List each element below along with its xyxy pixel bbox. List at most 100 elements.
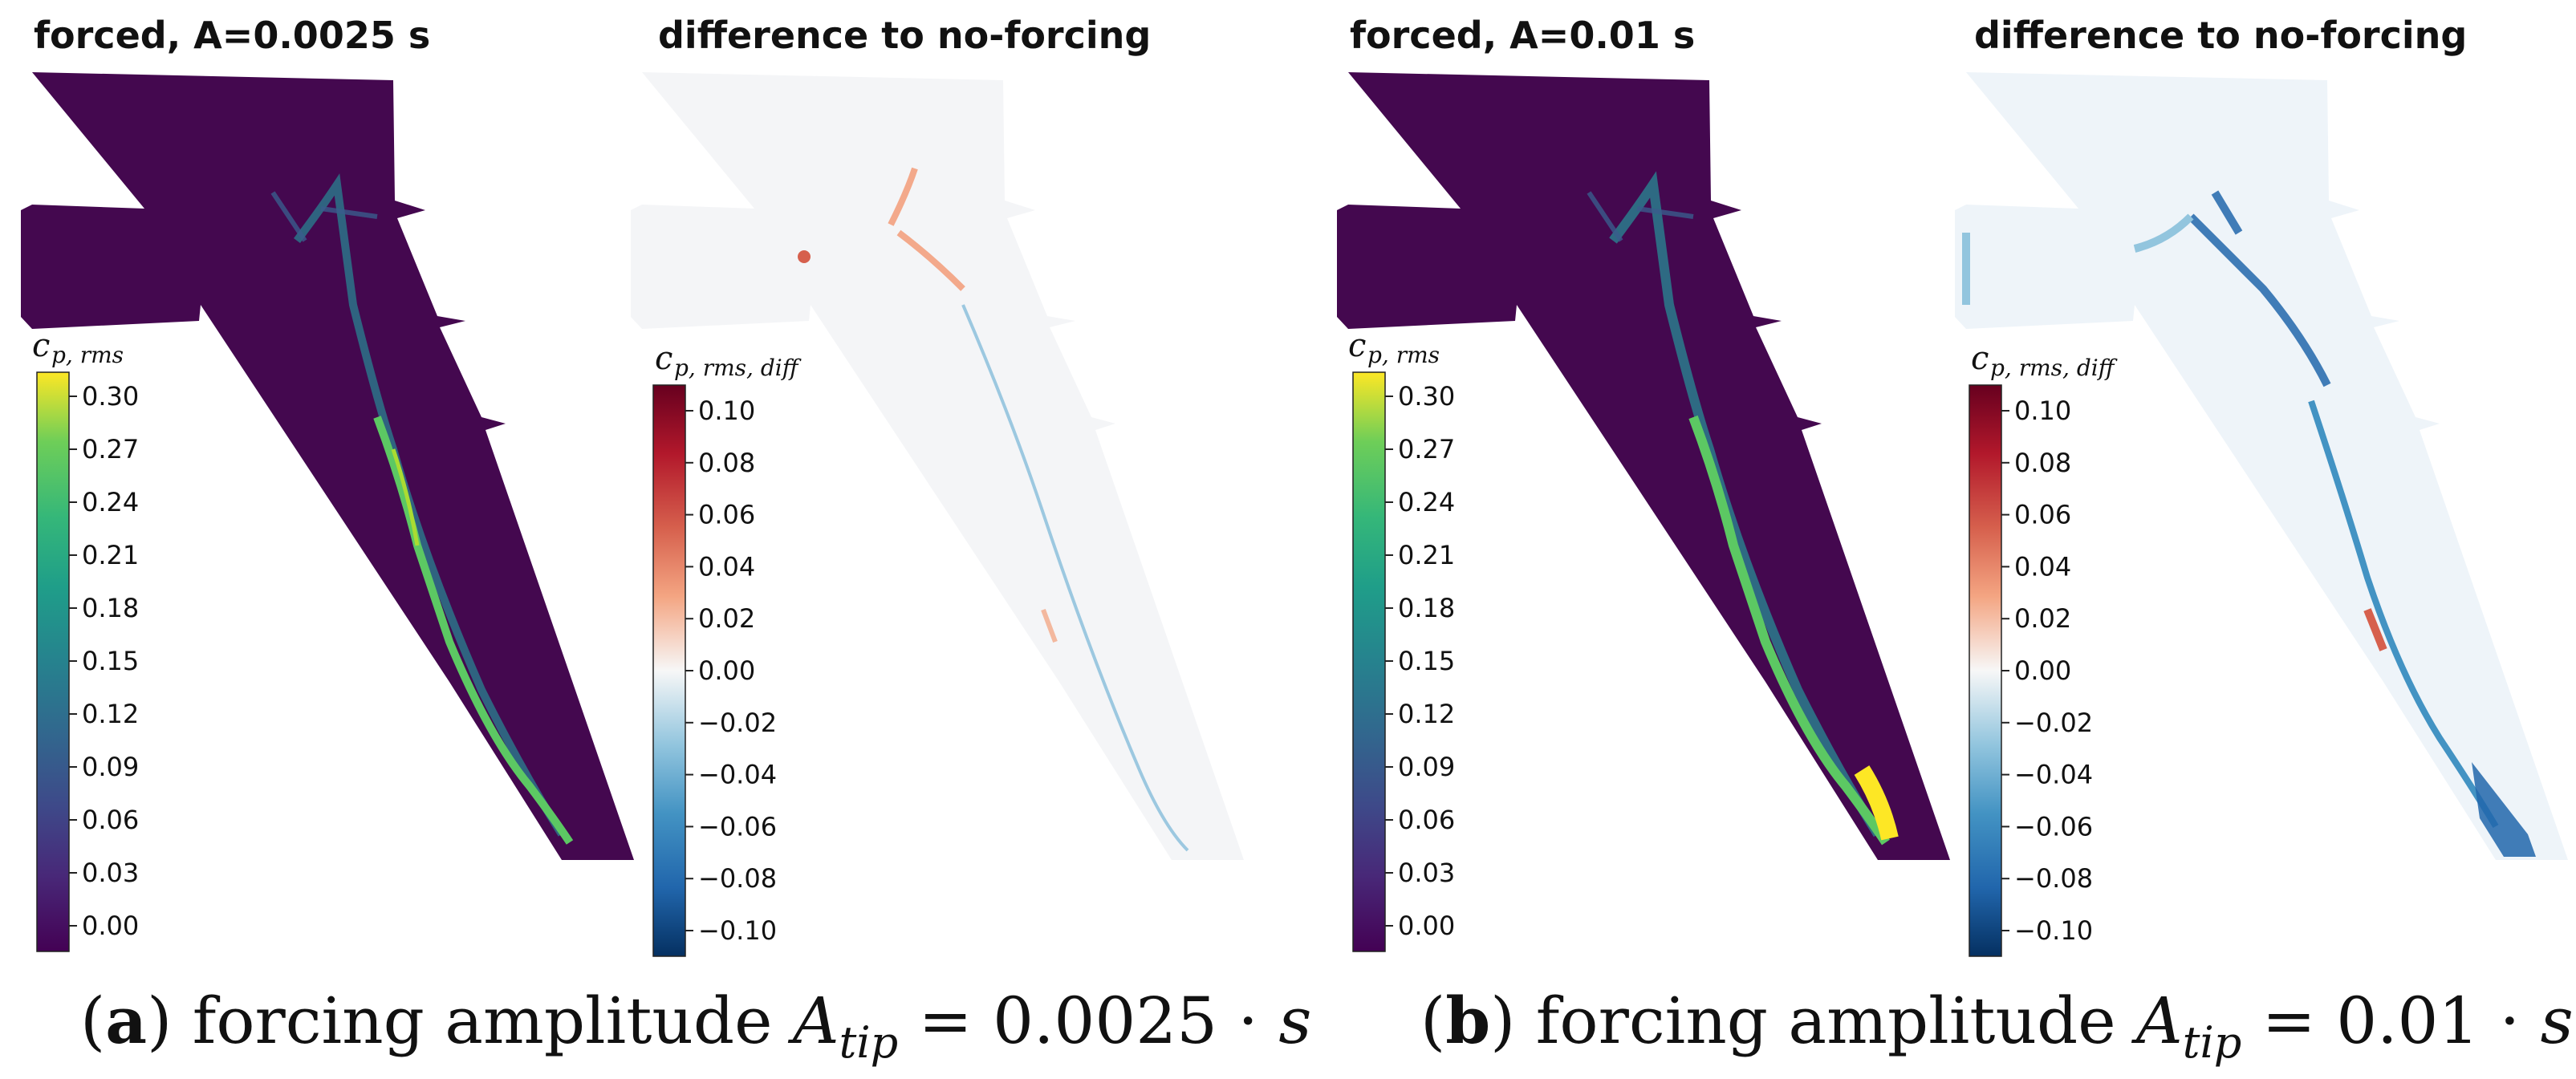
flow-feature (1688, 415, 1890, 846)
diff-plot-title: difference to no-forcing (1974, 14, 2467, 57)
flow-feature (1587, 191, 1694, 242)
diff-wing-plot (631, 72, 1244, 860)
colorbar-tick-label: 0.21 (82, 540, 139, 570)
colorbar-tick-label: 0.00 (1398, 911, 1455, 941)
colorbar-tick-label: 0.15 (82, 646, 139, 676)
caption-value: = 0.0025 · (898, 984, 1278, 1058)
colorbar-label: c (1348, 327, 1366, 364)
flow-feature (961, 304, 1189, 852)
caption-letter: a (105, 983, 147, 1058)
flow-feature (391, 448, 420, 546)
diff-plot-title: difference to no-forcing (658, 14, 1151, 57)
colorbar-tick-label: −0.02 (698, 708, 777, 738)
colorbar-ticks: 0.10 0.08 0.06 0.04 0.02 0.00 −0.02 −0.04 −0.06 −… (2001, 395, 2093, 946)
wing-surface (21, 72, 634, 860)
colorbar-tick-label: 0.30 (82, 381, 139, 412)
flow-feature (2188, 190, 2331, 387)
caption-subscript: tip (2183, 1017, 2242, 1068)
colorbar-label-sub: p, rms, diff (1990, 355, 2118, 381)
diff-colorbar: c p, rms, diff 0.10 0.08 0.06 0.04 0.02 0.00 −… (1969, 340, 2118, 957)
colorbar-scale (1352, 371, 1386, 952)
colorbar-tick-label: 0.12 (82, 699, 139, 729)
colorbar-label: c (1971, 340, 1989, 377)
colorbar-tick-label: −0.06 (2014, 811, 2093, 842)
colorbar-tick-label: 0.03 (82, 858, 139, 888)
colorbar-tick-label: 0.24 (1398, 487, 1455, 517)
flow-feature (270, 191, 378, 242)
colorbar-tick-label: 0.10 (2014, 395, 2071, 426)
colorbar-tick-label: 0.10 (698, 395, 755, 426)
panel-b: forced, A=0.01 s difference to no-forcin… (1337, 14, 2574, 1068)
caption-text: forcing amplitude (1536, 984, 2136, 1058)
caption-var: s (1278, 984, 1311, 1058)
wing-surface (1955, 72, 2568, 860)
colorbar-tick-label: 0.18 (82, 593, 139, 623)
rms-colorbar: c p, rms 0.30 0.27 0.24 0.21 0.18 0.15 0.12 0.0… (32, 327, 139, 952)
rms-wing-plot (1337, 72, 1950, 860)
colorbar-tick-label: 0.12 (1398, 699, 1455, 729)
diff-wing-plot (1955, 72, 2568, 860)
wing-surface (631, 72, 1244, 860)
colorbar-ticks: 0.30 0.27 0.24 0.21 0.18 0.15 0.12 0.09 0.06 0.03… (69, 381, 139, 941)
colorbar-tick-label: 0.06 (698, 500, 755, 530)
flow-feature (1041, 608, 1058, 643)
rms-colorbar: c p, rms 0.30 0.27 0.24 0.21 0.18 0.15 0.12 0.0… (1348, 327, 1455, 952)
colorbar-tick-label: −0.10 (2014, 915, 2093, 946)
diff-colorbar: c p, rms, diff 0.10 0.08 0.06 0.04 0.02 0.00 −… (652, 340, 802, 957)
panel-a: forced, A=0.0025 s difference to no-forc… (21, 14, 1311, 1068)
colorbar-ticks: 0.10 0.08 0.06 0.04 0.02 0.00 −0.02 −0.04 −0.06 −… (685, 395, 777, 946)
colorbar-scale (652, 384, 686, 957)
colorbar-tick-label: 0.09 (1398, 752, 1455, 782)
colorbar-tick-label: 0.03 (1398, 858, 1455, 888)
wing-surface (1337, 72, 1950, 860)
rms-plot-title: forced, A=0.0025 s (34, 14, 430, 57)
flow-feature (2308, 400, 2499, 829)
caption-var: s (2541, 984, 2574, 1058)
colorbar-label-sub: p, rms, diff (674, 355, 802, 381)
caption-subscript: tip (839, 1017, 899, 1068)
colorbar-tick-label: −0.04 (2014, 760, 2093, 790)
flow-feature (888, 167, 965, 291)
colorbar-label: c (655, 340, 672, 377)
flow-feature (2363, 608, 2387, 651)
colorbar-label-sub: p, rms (1367, 342, 1440, 368)
colorbar-tick-label: 0.04 (2014, 551, 2071, 582)
flow-feature (1854, 765, 1899, 841)
panel-caption: (b) forcing amplitude Atip = 0.01 · s (1420, 983, 2574, 1068)
colorbar-ticks: 0.30 0.27 0.24 0.21 0.18 0.15 0.12 0.09 0.06 0.03… (1385, 381, 1455, 941)
colorbar-tick-label: −0.10 (698, 915, 777, 946)
colorbar-tick-label: 0.00 (2014, 655, 2071, 686)
colorbar-tick-label: 0.06 (2014, 500, 2071, 530)
colorbar-tick-label: 0.00 (698, 655, 755, 686)
colorbar-tick-label: 0.04 (698, 551, 755, 582)
colorbar-tick-label: 0.08 (2014, 448, 2071, 478)
colorbar-label-sub: p, rms (51, 342, 124, 368)
flow-feature (798, 250, 811, 263)
caption-letter: b (1445, 983, 1490, 1058)
colorbar-scale (1969, 384, 2002, 957)
colorbar-tick-label: 0.30 (1398, 381, 1455, 412)
colorbar-tick-label: 0.21 (1398, 540, 1455, 570)
caption-symbol: A (787, 984, 839, 1058)
colorbar-tick-label: −0.04 (698, 760, 777, 790)
colorbar-tick-label: 0.24 (82, 487, 139, 517)
colorbar-tick-label: 0.00 (82, 911, 139, 941)
colorbar-tick-label: 0.09 (82, 752, 139, 782)
panel-caption: (a) forcing amplitude Atip = 0.0025 · s (80, 983, 1311, 1068)
colorbar-tick-label: 0.27 (1398, 434, 1455, 464)
colorbar-tick-label: −0.02 (2014, 708, 2093, 738)
flow-feature (373, 416, 574, 845)
rms-wing-plot (21, 72, 634, 860)
caption-value: = 0.01 · (2241, 984, 2540, 1058)
flow-feature (1962, 213, 2194, 305)
colorbar-scale (36, 371, 70, 952)
rms-plot-title: forced, A=0.01 s (1350, 14, 1695, 57)
caption-text: forcing amplitude (193, 984, 793, 1058)
caption-symbol: A (2131, 984, 2183, 1058)
colorbar-tick-label: 0.02 (698, 603, 755, 634)
colorbar-tick-label: 0.15 (1398, 646, 1455, 676)
colorbar-tick-label: 0.06 (1398, 805, 1455, 835)
flow-feature (2472, 762, 2536, 857)
colorbar-tick-label: 0.02 (2014, 603, 2071, 634)
